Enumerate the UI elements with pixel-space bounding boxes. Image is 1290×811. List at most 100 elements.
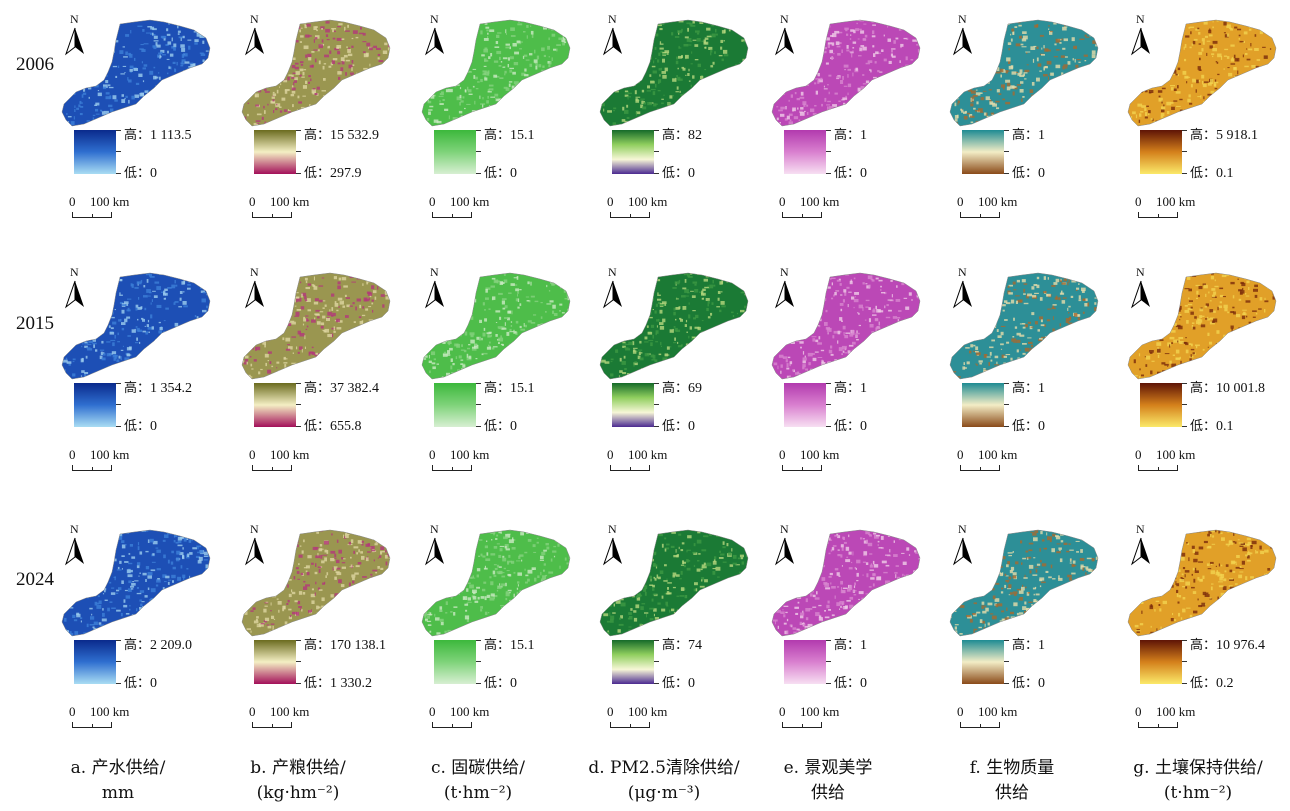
- watershed-map: [949, 272, 1099, 380]
- north-label: N: [250, 265, 259, 279]
- legend-high: 高：15.1: [484, 634, 535, 654]
- north-label: N: [780, 522, 789, 536]
- caption-f: f. 生物质量 供给: [924, 756, 1100, 806]
- scale-distance: 100 km: [1156, 194, 1196, 209]
- legend-high: 高：10 001.8: [1190, 377, 1265, 397]
- map-panel-c-2015: N 高：15.1 低：0 0 100 km: [421, 265, 602, 495]
- legend-low: 低：0: [124, 162, 157, 182]
- legend-low-label: 低：: [124, 419, 151, 434]
- scale-distance: 100 km: [978, 194, 1018, 209]
- legend-high: 高：170 138.1: [304, 634, 386, 654]
- scale-bar: 0 100 km: [779, 443, 842, 473]
- legend-color-bar: [612, 640, 654, 684]
- legend-ticks: [654, 130, 662, 174]
- caption-b: b. 产粮供给/ (kg·hm⁻²): [210, 756, 386, 806]
- legend-color-bar: [784, 130, 826, 174]
- legend-high-value: 10 976.4: [1216, 638, 1266, 653]
- legend-ticks: [1004, 383, 1012, 427]
- legend-color-bar: [962, 383, 1004, 427]
- watershed-map: [1127, 529, 1277, 637]
- north-arrow-icon: N: [602, 12, 624, 56]
- year-label-2024: 2024: [16, 569, 54, 590]
- legend-high-value: 15.1: [510, 128, 535, 143]
- scale-distance: 100 km: [628, 194, 668, 209]
- legend-low: 低：0: [484, 162, 517, 182]
- scale-distance: 100 km: [628, 704, 668, 719]
- north-label: N: [608, 265, 617, 279]
- map-panel-f-2006: N 高：1 低：0 0 100 km: [949, 12, 1130, 242]
- legend-high-label: 高：: [1190, 638, 1217, 653]
- scale-bar: 0 100 km: [429, 443, 492, 473]
- legend-high-label: 高：: [662, 128, 689, 143]
- scale-bar: 0 100 km: [249, 700, 312, 730]
- watershed-map: [599, 272, 749, 380]
- north-label: N: [70, 12, 79, 26]
- legend-low-value: 0: [150, 676, 158, 691]
- legend-high-label: 高：: [834, 128, 861, 143]
- scale-zero: 0: [957, 194, 964, 209]
- caption-line1: g. 土壤保持供给/: [1133, 758, 1263, 778]
- legend-high: 高：1 354.2: [124, 377, 192, 397]
- north-label: N: [608, 12, 617, 26]
- north-arrow-icon: N: [64, 522, 86, 566]
- legend-high-label: 高：: [1190, 381, 1217, 396]
- scale-bar: 0 100 km: [249, 190, 312, 220]
- scale-distance: 100 km: [800, 704, 840, 719]
- scale-distance: 100 km: [450, 194, 490, 209]
- north-label: N: [430, 522, 439, 536]
- legend-color-bar: [1140, 640, 1182, 684]
- legend-color-bar: [784, 383, 826, 427]
- scale-bar: 0 100 km: [607, 190, 670, 220]
- scale-bar: 0 100 km: [249, 443, 312, 473]
- north-label: N: [780, 265, 789, 279]
- scale-zero: 0: [779, 194, 786, 209]
- legend-color-bar: [962, 640, 1004, 684]
- legend-low: 低：0: [662, 672, 695, 692]
- legend-high-label: 高：: [124, 128, 151, 143]
- legend-high-label: 高：: [1012, 128, 1039, 143]
- legend-high: 高：15.1: [484, 124, 535, 144]
- legend-high-value: 69: [688, 381, 703, 396]
- map-panel-e-2024: N 高：1 低：0 0 100 km: [771, 522, 952, 752]
- scale-zero: 0: [429, 447, 436, 462]
- legend-low-label: 低：: [484, 166, 511, 181]
- map-panel-g-2015: N 高：10 001.8 低：0.1 0 100 km: [1127, 265, 1290, 495]
- north-label: N: [958, 12, 967, 26]
- legend-ticks: [476, 383, 484, 427]
- legend-high-value: 1: [1038, 381, 1046, 396]
- legend-low-value: 0: [150, 166, 158, 181]
- north-label: N: [1136, 265, 1145, 279]
- scale-distance: 100 km: [1156, 704, 1196, 719]
- legend-color-bar: [254, 130, 296, 174]
- legend-low-value: 655.8: [330, 419, 362, 434]
- scale-zero: 0: [957, 704, 964, 719]
- legend-low-label: 低：: [124, 676, 151, 691]
- legend-high-label: 高：: [662, 638, 689, 653]
- legend-low-value: 0: [510, 676, 518, 691]
- map-panel-b-2024: N 高：170 138.1 低：1 330.2 0 100 km: [241, 522, 422, 752]
- legend-color-bar: [434, 383, 476, 427]
- scale-distance: 100 km: [978, 447, 1018, 462]
- legend-color-bar: [1140, 130, 1182, 174]
- legend-high: 高：15.1: [484, 377, 535, 397]
- north-label: N: [70, 522, 79, 536]
- legend-high: 高：10 976.4: [1190, 634, 1265, 654]
- watershed-map: [61, 529, 211, 637]
- legend-ticks: [296, 383, 304, 427]
- legend-high: 高：1: [1012, 124, 1045, 144]
- scale-bar: 0 100 km: [69, 700, 132, 730]
- legend-color-bar: [254, 640, 296, 684]
- caption-e: e. 景观美学 供给: [740, 756, 916, 806]
- legend-low-value: 297.9: [330, 166, 362, 181]
- legend-high: 高：5 918.1: [1190, 124, 1258, 144]
- legend-low: 低：1 330.2: [304, 672, 372, 692]
- scale-distance: 100 km: [800, 194, 840, 209]
- legend-high-value: 74: [688, 638, 703, 653]
- legend-low: 低：0.1: [1190, 162, 1234, 182]
- legend-ticks: [116, 130, 124, 174]
- legend-high-label: 高：: [1190, 128, 1217, 143]
- legend-low: 低：0: [1012, 162, 1045, 182]
- legend-color-bar: [962, 130, 1004, 174]
- legend-low-value: 0: [860, 419, 868, 434]
- map-panel-b-2006: N 高：15 532.9 低：297.9 0 100 km: [241, 12, 422, 242]
